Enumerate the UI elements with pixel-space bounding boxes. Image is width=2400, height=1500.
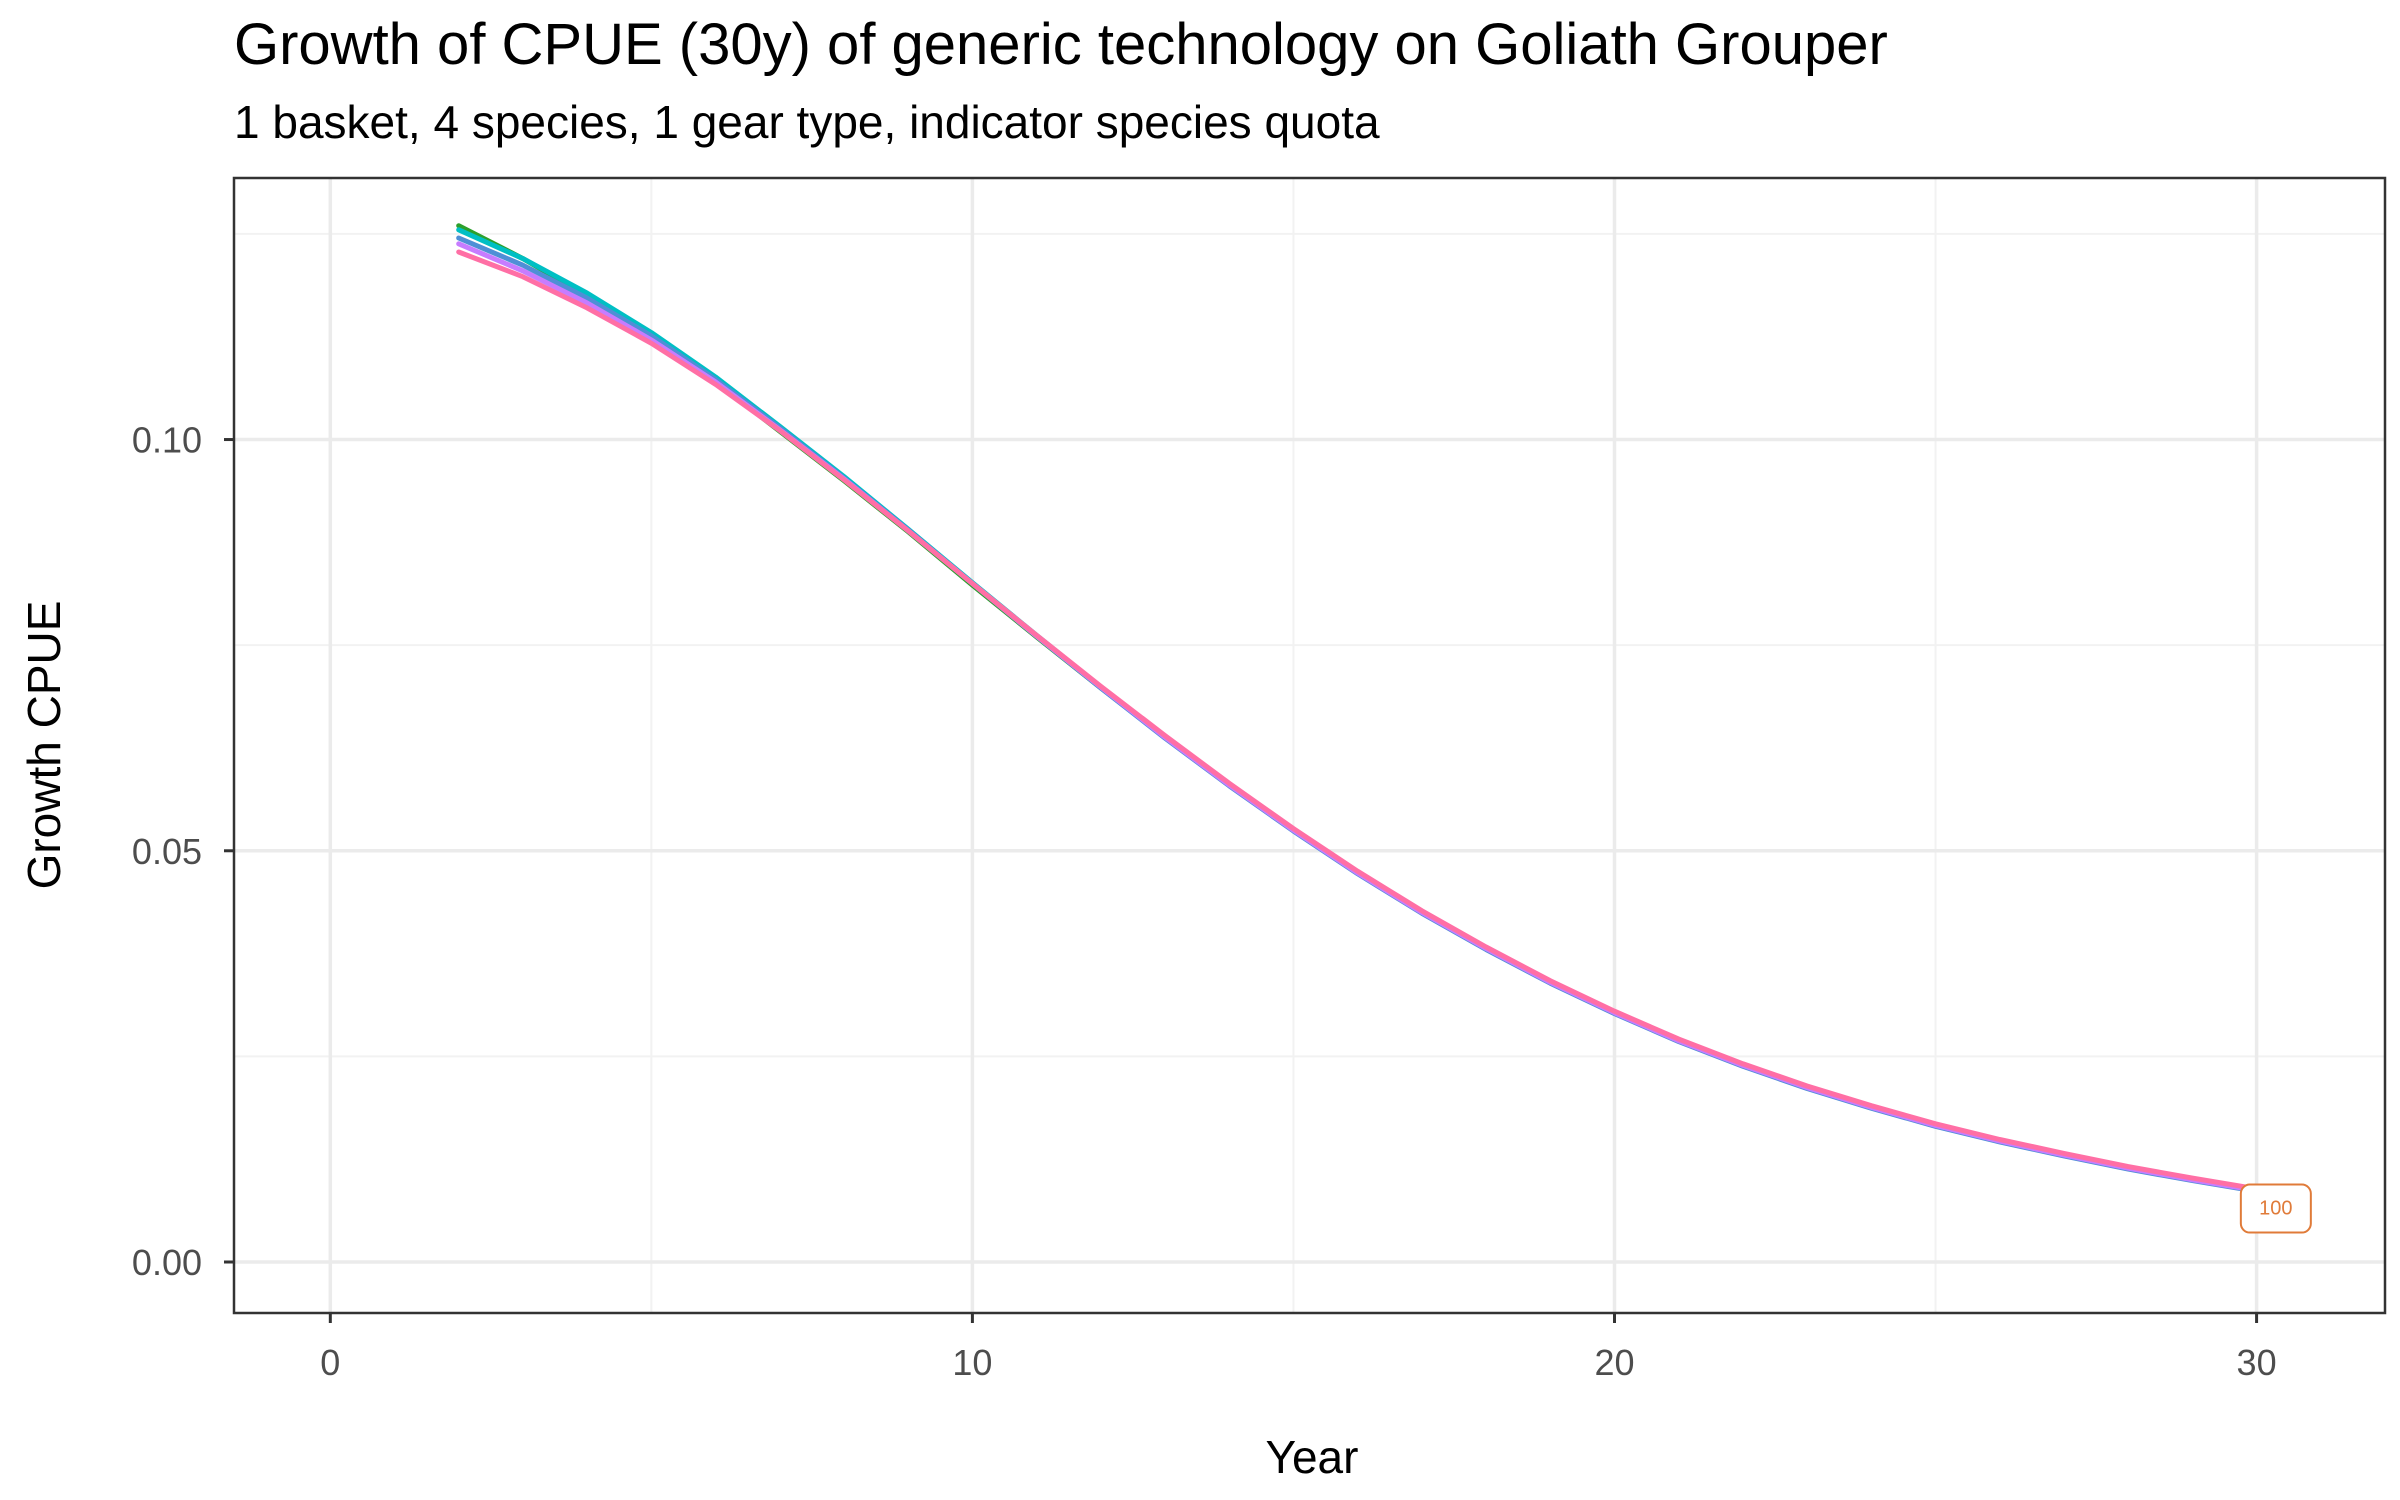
- x-tick-label: 30: [2237, 1342, 2277, 1383]
- y-tick-label: 0.00: [132, 1242, 202, 1283]
- x-axis: 0 10 20 30: [320, 1313, 2277, 1383]
- end-label: 100: [2239, 1183, 2312, 1234]
- y-axis: 0.00 0.05 0.10: [132, 420, 234, 1283]
- chart-title: Growth of CPUE (30y) of generic technolo…: [234, 12, 1888, 77]
- x-tick-label: 0: [320, 1342, 340, 1383]
- y-tick-label: 0.10: [132, 420, 202, 461]
- y-tick-label: 0.05: [132, 831, 202, 872]
- end-label-box: [2239, 1183, 2312, 1234]
- series-line-3: [456, 235, 2260, 1194]
- panel-border: [232, 176, 2387, 1315]
- x-axis-title: Year: [1266, 1431, 1359, 1483]
- series-line-2: [456, 227, 2260, 1193]
- plot-panel: 100: [232, 176, 2387, 1315]
- y-axis-title: Growth CPUE: [18, 601, 70, 890]
- major-gridlines: [234, 178, 2385, 1313]
- series-lines: [456, 223, 2260, 1194]
- chart-subtitle: 1 basket, 4 species, 1 gear type, indica…: [234, 96, 1380, 148]
- minor-gridlines: [234, 178, 2385, 1313]
- x-tick-label: 20: [1594, 1342, 1634, 1383]
- series-line-5: [456, 249, 2260, 1192]
- series-line-1: [456, 223, 2260, 1193]
- x-tick-label: 10: [952, 1342, 992, 1383]
- end-label-text: 100: [2259, 1198, 2292, 1220]
